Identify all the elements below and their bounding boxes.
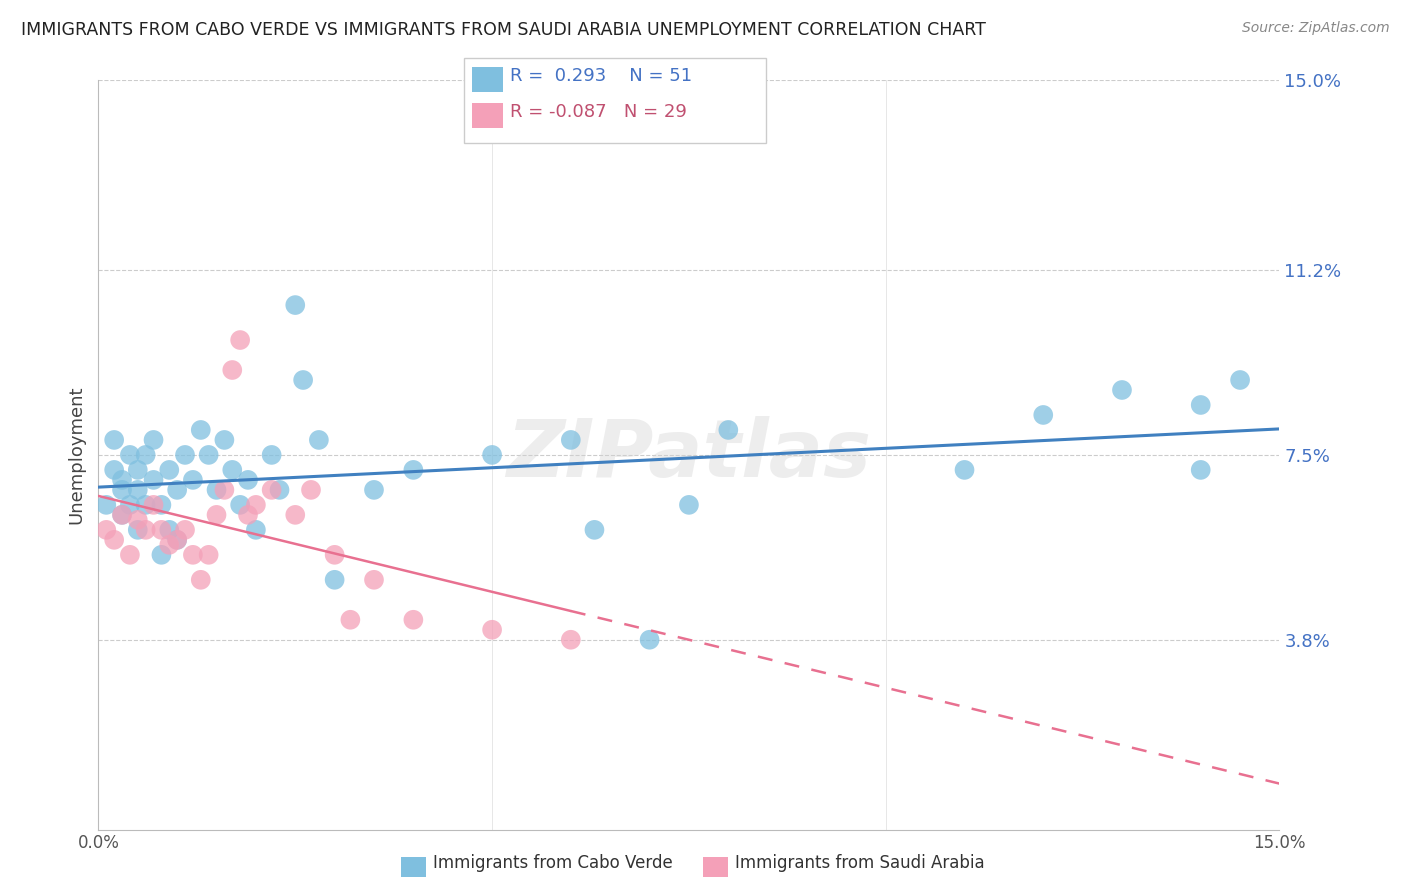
Point [166,533,188,547]
Point [1189,398,1212,412]
Point [214,433,236,447]
Point [560,433,582,447]
Point [127,463,149,477]
Y-axis label: Unemployment: Unemployment [67,385,86,524]
Point [142,473,165,487]
Point [135,448,157,462]
Point [135,498,157,512]
Point [1189,463,1212,477]
Point [221,463,243,477]
Point [245,498,267,512]
Point [157,463,180,477]
Point [127,483,149,497]
Point [481,448,503,462]
Point [103,433,125,447]
Point [1111,383,1133,397]
Point [583,523,606,537]
Text: Source: ZipAtlas.com: Source: ZipAtlas.com [1241,21,1389,35]
Point [284,298,307,312]
Point [481,623,503,637]
Point [127,523,149,537]
Point [135,523,157,537]
Point [260,483,283,497]
Point [118,498,141,512]
Point [363,573,385,587]
Point [127,513,149,527]
Point [260,448,283,462]
Point [284,508,307,522]
Point [111,473,134,487]
Point [166,533,188,547]
Point [560,632,582,647]
Point [118,548,141,562]
Point [638,632,661,647]
Point [157,538,180,552]
Point [197,448,219,462]
Text: Immigrants from Cabo Verde: Immigrants from Cabo Verde [433,855,673,872]
Point [1032,408,1054,422]
Point [269,483,291,497]
Point [308,433,330,447]
Point [292,373,315,387]
Point [103,533,125,547]
Point [236,473,259,487]
Point [245,523,267,537]
Point [229,333,252,347]
Point [1229,373,1251,387]
Point [678,498,700,512]
Point [103,463,125,477]
Text: IMMIGRANTS FROM CABO VERDE VS IMMIGRANTS FROM SAUDI ARABIA UNEMPLOYMENT CORRELAT: IMMIGRANTS FROM CABO VERDE VS IMMIGRANTS… [21,21,986,38]
Point [96,498,118,512]
Point [157,523,180,537]
Text: ZIPatlas: ZIPatlas [506,416,872,494]
Point [166,483,188,497]
Text: R =  0.293    N = 51: R = 0.293 N = 51 [510,67,693,85]
Point [229,498,252,512]
Point [142,433,165,447]
Point [363,483,385,497]
Point [205,483,228,497]
Point [402,463,425,477]
Text: R = -0.087   N = 29: R = -0.087 N = 29 [510,103,688,120]
Point [142,498,165,512]
Point [96,523,118,537]
Point [181,473,204,487]
Text: Immigrants from Saudi Arabia: Immigrants from Saudi Arabia [735,855,986,872]
Point [190,573,212,587]
Point [402,613,425,627]
Point [174,523,197,537]
Point [323,573,346,587]
Point [197,548,219,562]
Point [111,508,134,522]
Point [181,548,204,562]
Point [214,483,236,497]
Point [150,523,173,537]
Point [717,423,740,437]
Point [236,508,259,522]
Point [221,363,243,377]
Point [118,448,141,462]
Point [953,463,976,477]
Point [150,548,173,562]
Point [150,498,173,512]
Point [205,508,228,522]
Point [190,423,212,437]
Point [111,508,134,522]
Point [323,548,346,562]
Point [339,613,361,627]
Point [299,483,322,497]
Point [111,483,134,497]
Point [174,448,197,462]
